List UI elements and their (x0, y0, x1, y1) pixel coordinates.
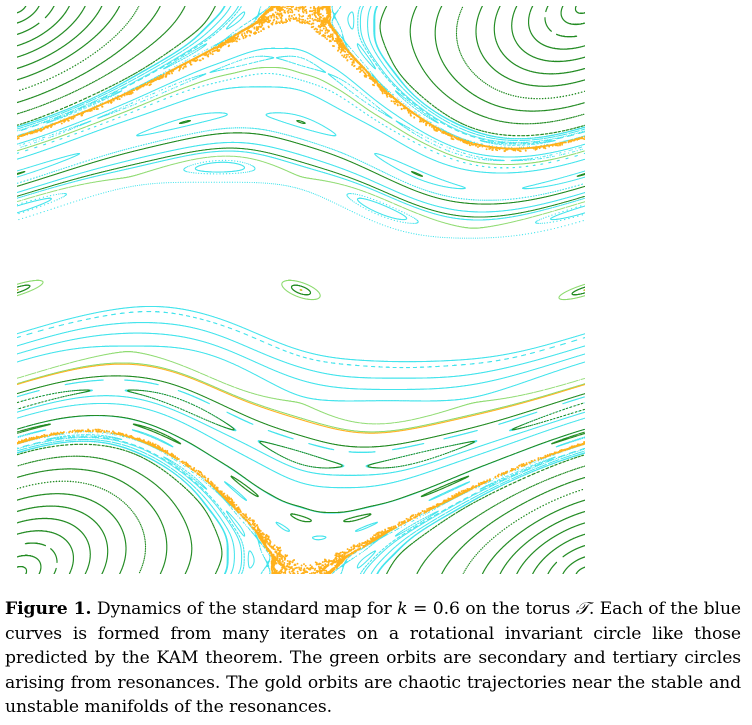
rotational-circle (17, 6, 585, 574)
resonance-island-orbit (17, 279, 585, 301)
rotational-circle (17, 395, 585, 476)
resonance-island-orbit (17, 119, 585, 177)
torus-symbol: 𝒯 (575, 599, 589, 619)
rotational-circle (17, 345, 585, 402)
chaotic-separatrix-orbit (17, 6, 585, 574)
rotational-circle (17, 379, 585, 454)
rotational-circle (17, 322, 585, 379)
rotational-circle (17, 127, 584, 201)
main-island-orbit (17, 6, 585, 574)
rotational-circle (17, 72, 585, 169)
main-island-orbit (17, 6, 585, 574)
main-island-orbit (17, 6, 585, 574)
phase-portrait-figure (17, 6, 585, 574)
resonance-island-orbit (17, 389, 585, 469)
resonance-island-orbit (17, 66, 585, 166)
figure-label: Figure 1. (5, 599, 92, 619)
rotational-circle (17, 86, 585, 174)
main-island-orbit (17, 6, 585, 574)
rotational-circle (19, 55, 583, 162)
resonance-island-orbit (17, 284, 585, 296)
tertiary-circle (17, 351, 585, 425)
resonance-island-orbit (17, 414, 585, 514)
rotational-circle (17, 332, 585, 391)
rotational-circle (17, 141, 585, 213)
k-symbol: k (397, 599, 408, 619)
rotational-circle (46, 11, 556, 569)
main-island-orbit (17, 6, 585, 574)
rotational-circle (18, 181, 584, 239)
main-island-orbit (17, 6, 585, 574)
rotational-circle (17, 159, 584, 224)
rotational-circle (17, 47, 585, 158)
main-island-orbit (17, 6, 585, 574)
main-island-orbit (17, 6, 585, 574)
rotational-circle (17, 402, 585, 489)
standard-map-phase-portrait (17, 6, 585, 574)
caption-text-2: = 0.6 on the torus (407, 599, 576, 619)
caption-text-3: . Each of the blue curves is formed from… (5, 599, 741, 717)
main-island-orbit (17, 6, 585, 574)
chaotic-orbits (17, 6, 585, 574)
rotational-circle (17, 112, 585, 190)
chaotic-separatrix-orbit (17, 363, 585, 434)
resonance-island-orbit (17, 132, 585, 205)
resonance-island-orbit (17, 362, 585, 433)
main-island-orbit (17, 6, 585, 574)
rotational-circle (17, 6, 585, 574)
resonance-island-orbits (17, 6, 585, 574)
resonance-island-orbit (17, 147, 585, 218)
rotational-circle (17, 389, 585, 469)
rotational-circle (17, 311, 585, 369)
resonance-island-orbit (17, 375, 585, 448)
caption-text-1: Dynamics of the standard map for (91, 599, 398, 619)
main-island-orbit (17, 423, 585, 523)
rotational-circle (17, 305, 585, 363)
rotational-circle (17, 429, 585, 541)
rotational-circle (17, 6, 585, 574)
main-island-orbit (17, 6, 585, 574)
rotational-circle (17, 150, 585, 221)
rotational-circle (17, 161, 585, 221)
tertiary-circle (17, 155, 585, 229)
figure-caption: Figure 1. Dynamics of the standard map f… (5, 597, 741, 720)
rotational-circle (17, 6, 585, 574)
